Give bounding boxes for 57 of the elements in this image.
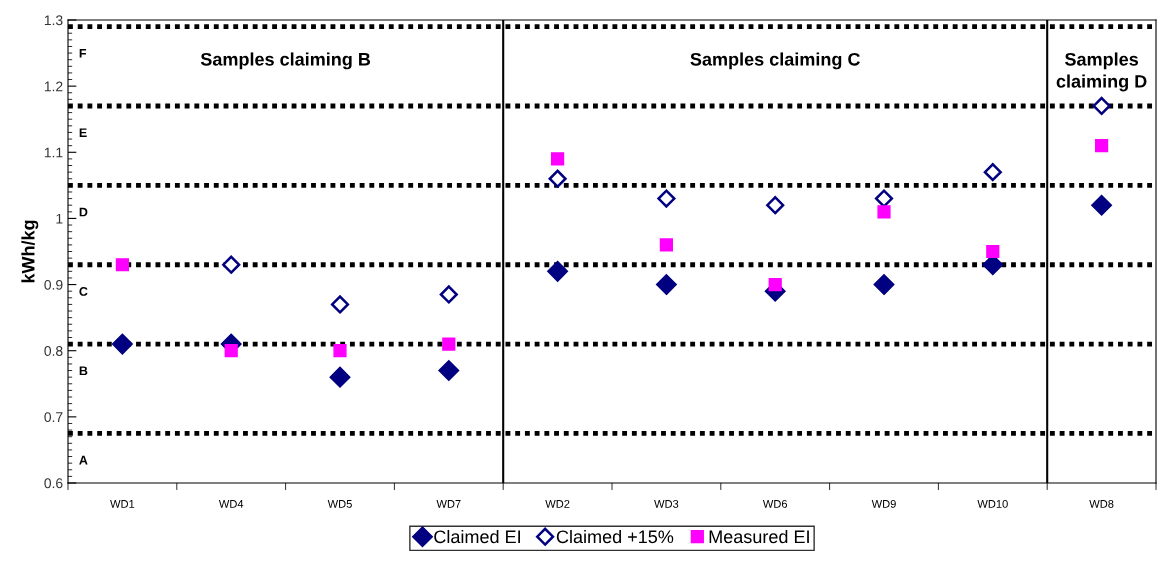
point xyxy=(222,255,241,274)
point xyxy=(438,360,460,382)
y-tick-label: 1.1 xyxy=(44,147,63,158)
ref-line-label: D xyxy=(79,207,88,217)
point xyxy=(333,344,347,358)
x-tick-label: WD10 xyxy=(977,499,1008,508)
x-tick-label: WD5 xyxy=(327,500,352,508)
ref-line-label: F xyxy=(79,49,87,58)
point xyxy=(442,337,456,351)
legend-label: Measured EI xyxy=(709,529,809,544)
x-tick-label: WD6 xyxy=(762,499,788,508)
point xyxy=(1095,139,1109,153)
point xyxy=(657,189,676,208)
x-tick-label: WD3 xyxy=(654,499,679,508)
x-tick-label: WD9 xyxy=(871,499,896,508)
x-tick-label: WD4 xyxy=(218,500,244,508)
legend-label: Claimed EI xyxy=(434,529,520,544)
y-tick-label: 0.8 xyxy=(44,346,63,356)
point xyxy=(111,333,133,355)
point xyxy=(766,196,785,215)
point xyxy=(547,260,569,282)
ref-line-label: B xyxy=(79,366,88,376)
point xyxy=(551,152,565,166)
point xyxy=(224,344,238,358)
point xyxy=(329,366,351,388)
y-axis-title: kWh/kg xyxy=(21,220,39,283)
ref-line-label: A xyxy=(79,455,88,465)
point xyxy=(768,277,782,292)
point xyxy=(548,169,567,188)
y-tick-label: 0.7 xyxy=(44,412,63,423)
annotation: Samples claiming B xyxy=(200,52,371,70)
point xyxy=(1092,96,1111,116)
y-tick-label: 1.3 xyxy=(44,15,63,26)
point xyxy=(1091,194,1113,216)
x-tick-label: WD1 xyxy=(110,500,135,508)
x-tick-label: WD2 xyxy=(545,499,570,508)
point xyxy=(983,163,1002,182)
y-tick-label: 0.6 xyxy=(44,478,63,489)
x-tick-label: WD8 xyxy=(1089,499,1114,508)
ref-line-label: E xyxy=(79,128,87,137)
point xyxy=(330,295,350,314)
y-tick-label: 1.2 xyxy=(44,81,63,92)
annotation: Samples claiming C xyxy=(690,52,860,70)
point xyxy=(877,205,891,219)
point xyxy=(659,238,673,252)
ref-line-label: C xyxy=(79,287,88,296)
y-tick-label: 1 xyxy=(56,213,63,224)
point xyxy=(115,258,129,272)
point xyxy=(986,244,1000,259)
point xyxy=(873,274,895,296)
point xyxy=(874,189,894,208)
annotation: Samples claiming D xyxy=(1056,52,1147,92)
x-tick-label: WD7 xyxy=(436,500,461,508)
y-tick-label: 0.9 xyxy=(44,279,63,290)
point xyxy=(655,274,677,296)
point xyxy=(439,285,458,304)
legend-label: Claimed +15% xyxy=(556,529,674,544)
